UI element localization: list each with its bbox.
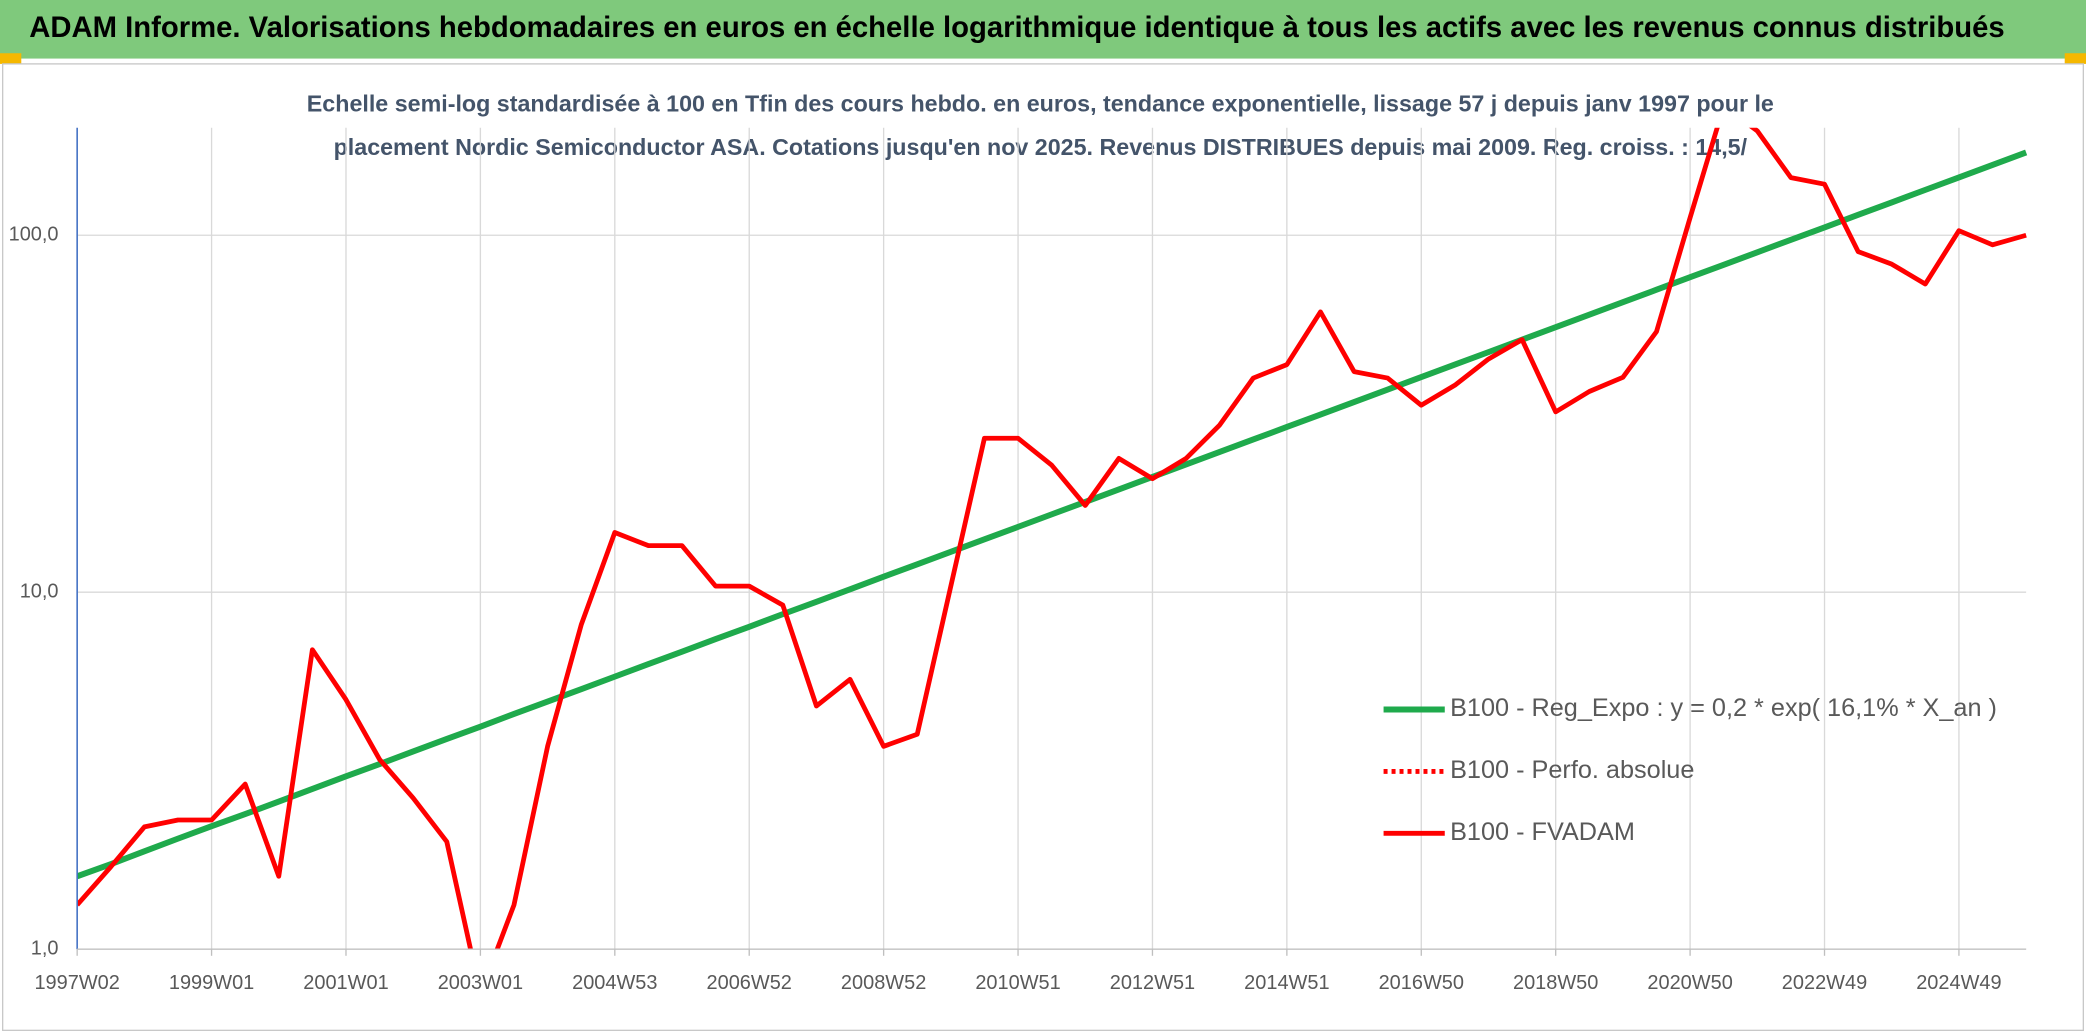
x-tick-label: 1999W01 (169, 972, 254, 994)
header-band (0, 0, 2086, 59)
subtitle: Echelle semi-log standardisée à 100 en T… (307, 90, 1774, 116)
x-tick-label: 2022W49 (1782, 972, 1867, 994)
subtitle: placement Nordic Semiconductor ASA. Cota… (334, 134, 1748, 160)
corner-mark (2064, 53, 2086, 64)
x-tick-label: 2018W50 (1513, 972, 1598, 994)
x-tick-label: 1997W02 (34, 972, 119, 994)
x-tick-label: 2012W51 (1110, 972, 1195, 994)
y-tick-label: 1,0 (31, 937, 59, 959)
y-tick-label: 100,0 (9, 224, 59, 246)
legend-label: B100 - Perfo. absolue (1450, 756, 1694, 784)
x-tick-label: 2004W53 (572, 972, 657, 994)
x-tick-label: 2006W52 (707, 972, 792, 994)
legend: B100 - Reg_Expo : y = 0,2 * exp( 16,1% *… (1383, 694, 1997, 846)
y-tick-label: 10,0 (20, 580, 59, 602)
corner-mark (0, 53, 22, 64)
axes: 1,0 10,0 100,0 1997W02 1999W01 2001W01 2003W01… (9, 127, 2027, 994)
x-tick-label: 2003W01 (438, 972, 523, 994)
x-tick-label: 2014W51 (1244, 972, 1329, 994)
legend-label: B100 - FVADAM (1450, 818, 1635, 846)
series-line (77, 127, 2027, 950)
legend-label: B100 - Reg_Expo : y = 0,2 * exp( 16,1% *… (1450, 694, 1997, 722)
x-tick-label: 2016W50 (1379, 972, 1464, 994)
x-tick-label: 2001W01 (303, 972, 388, 994)
x-tick-label: 2008W52 (841, 972, 926, 994)
x-tick-label: 2020W50 (1647, 972, 1732, 994)
x-tick-label: 2010W51 (975, 972, 1060, 994)
plot-area (77, 127, 2028, 950)
series-line (77, 149, 2028, 880)
frame (1, 63, 2085, 1032)
header-title: ADAM Informe. Valorisations hebdomadaire… (29, 12, 2004, 44)
x-tick-label: 2024W49 (1916, 972, 2001, 994)
